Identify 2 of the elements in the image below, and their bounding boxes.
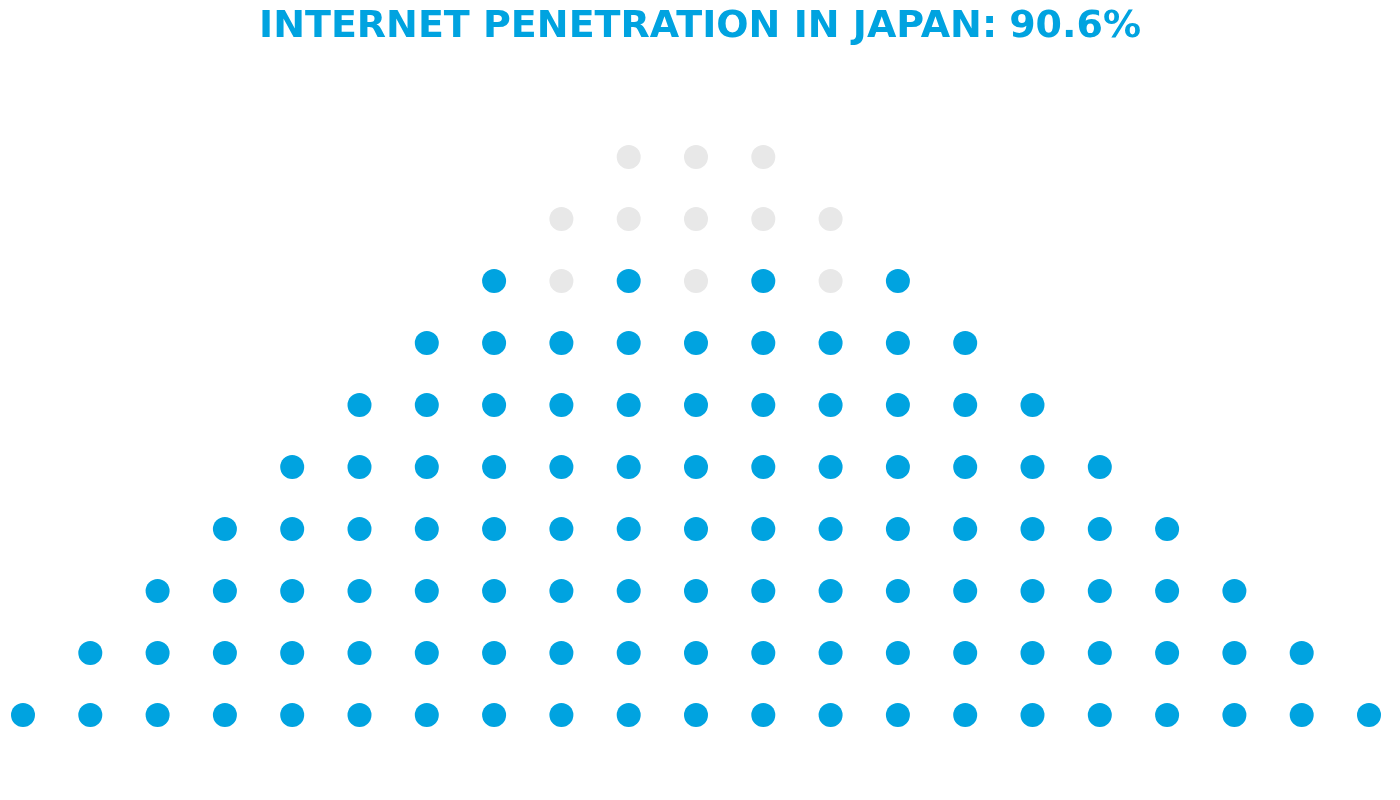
data-label: 90.6% (1009, 2, 1141, 46)
text: INTERNET PENETRATION IN JAPAN: (259, 2, 998, 46)
